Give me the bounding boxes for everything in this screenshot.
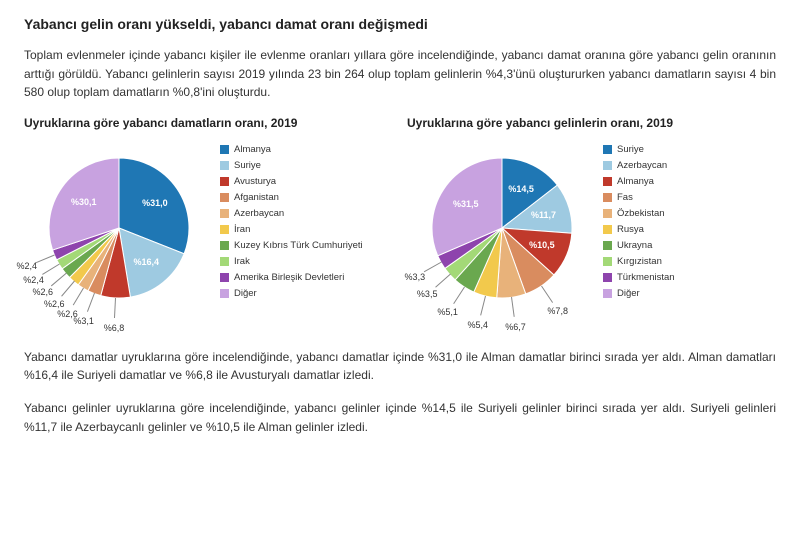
legend-swatch bbox=[220, 145, 229, 154]
legend-swatch bbox=[220, 177, 229, 186]
page-title: Yabancı gelin oranı yükseldi, yabancı da… bbox=[24, 16, 776, 32]
chart-brides: Uyruklarına göre yabancı gelinlerin oran… bbox=[407, 116, 776, 330]
legend-item: Suriye bbox=[603, 144, 776, 155]
legend-swatch bbox=[603, 145, 612, 154]
chart-grooms-legend: Almanya Suriye Avusturya Afganistan Azerbayc… bbox=[220, 140, 393, 299]
legend-label: Almanya bbox=[234, 144, 271, 155]
legend-item: Diğer bbox=[220, 288, 393, 299]
legend-swatch bbox=[220, 161, 229, 170]
legend-label: Amerika Birleşik Devletleri bbox=[234, 272, 344, 283]
legend-label: Kuzey Kıbrıs Türk Cumhuriyeti bbox=[234, 240, 363, 251]
legend-swatch bbox=[220, 289, 229, 298]
legend-item: Rusya bbox=[603, 224, 776, 235]
legend-swatch bbox=[220, 273, 229, 282]
chart-grooms-title: Uyruklarına göre yabancı damatların oran… bbox=[24, 116, 393, 130]
legend-item: Afganistan bbox=[220, 192, 393, 203]
legend-label: Rusya bbox=[617, 224, 644, 235]
legend-item: Suriye bbox=[220, 160, 393, 171]
legend-swatch bbox=[220, 193, 229, 202]
legend-item: Türkmenistan bbox=[603, 272, 776, 283]
legend-label: Türkmenistan bbox=[617, 272, 675, 283]
legend-item: Almanya bbox=[220, 144, 393, 155]
legend-item: Azerbaycan bbox=[220, 208, 393, 219]
legend-swatch bbox=[603, 257, 612, 266]
legend-item: Irak bbox=[220, 256, 393, 267]
legend-swatch bbox=[603, 273, 612, 282]
legend-label: Azerbaycan bbox=[234, 208, 284, 219]
legend-item: Amerika Birleşik Devletleri bbox=[220, 272, 393, 283]
legend-label: Ukrayna bbox=[617, 240, 652, 251]
chart-brides-title: Uyruklarına göre yabancı gelinlerin oran… bbox=[407, 116, 776, 130]
legend-swatch bbox=[603, 161, 612, 170]
legend-label: İran bbox=[234, 224, 250, 235]
legend-swatch bbox=[603, 289, 612, 298]
chart-grooms-area: %31,0%16,4%6,8%3,1%2,6%2,6%2,6%2,4%2,4%3… bbox=[24, 140, 393, 330]
legend-label: Suriye bbox=[234, 160, 261, 171]
legend-item: Kuzey Kıbrıs Türk Cumhuriyeti bbox=[220, 240, 393, 251]
legend-swatch bbox=[603, 241, 612, 250]
legend-item: Özbekistan bbox=[603, 208, 776, 219]
chart-grooms-pie: %31,0%16,4%6,8%3,1%2,6%2,6%2,6%2,4%2,4%3… bbox=[24, 140, 214, 330]
legend-label: Almanya bbox=[617, 176, 654, 187]
legend-swatch bbox=[603, 177, 612, 186]
legend-item: Ukrayna bbox=[603, 240, 776, 251]
legend-label: Irak bbox=[234, 256, 250, 267]
charts-row: Uyruklarına göre yabancı damatların oran… bbox=[24, 116, 776, 330]
legend-label: Diğer bbox=[617, 288, 640, 299]
legend-item: Diğer bbox=[603, 288, 776, 299]
legend-item: Fas bbox=[603, 192, 776, 203]
legend-swatch bbox=[220, 241, 229, 250]
legend-item: Kırgızistan bbox=[603, 256, 776, 267]
legend-label: Afganistan bbox=[234, 192, 279, 203]
legend-item: Azerbaycan bbox=[603, 160, 776, 171]
legend-item: Almanya bbox=[603, 176, 776, 187]
legend-swatch bbox=[220, 257, 229, 266]
legend-label: Fas bbox=[617, 192, 633, 203]
chart-brides-area: %14,5%11,7%10,5%7,8%6,7%5,4%5,1%3,5%3,3%… bbox=[407, 140, 776, 330]
legend-item: İran bbox=[220, 224, 393, 235]
legend-swatch bbox=[603, 209, 612, 218]
legend-label: Avusturya bbox=[234, 176, 276, 187]
chart-grooms: Uyruklarına göre yabancı damatların oran… bbox=[24, 116, 393, 330]
chart-brides-legend: Suriye Azerbaycan Almanya Fas Özbekistan Rusy… bbox=[603, 140, 776, 299]
legend-swatch bbox=[220, 225, 229, 234]
legend-swatch bbox=[220, 209, 229, 218]
legend-label: Kırgızistan bbox=[617, 256, 662, 267]
legend-label: Diğer bbox=[234, 288, 257, 299]
legend-swatch bbox=[603, 225, 612, 234]
paragraph-brides: Yabancı gelinler uyruklarına göre incele… bbox=[24, 399, 776, 436]
legend-label: Suriye bbox=[617, 144, 644, 155]
legend-label: Azerbaycan bbox=[617, 160, 667, 171]
legend-label: Özbekistan bbox=[617, 208, 665, 219]
chart-brides-pie: %14,5%11,7%10,5%7,8%6,7%5,4%5,1%3,5%3,3%… bbox=[407, 140, 597, 330]
legend-swatch bbox=[603, 193, 612, 202]
paragraph-grooms: Yabancı damatlar uyruklarına göre incele… bbox=[24, 348, 776, 385]
legend-item: Avusturya bbox=[220, 176, 393, 187]
intro-paragraph: Toplam evlenmeler içinde yabancı kişiler… bbox=[24, 46, 776, 102]
